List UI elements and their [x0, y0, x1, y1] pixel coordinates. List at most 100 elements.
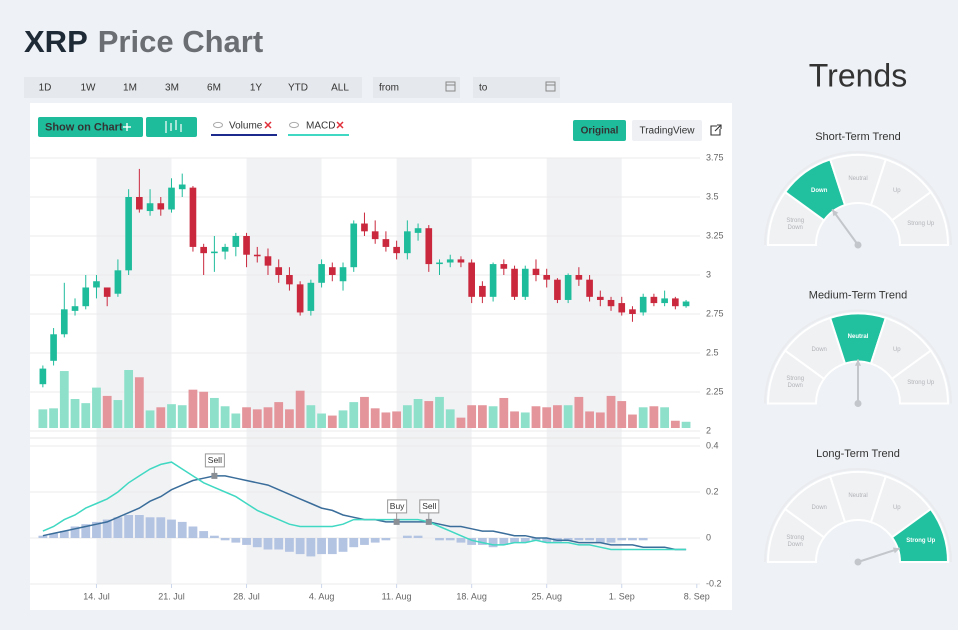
macd-histogram-bar — [156, 517, 166, 538]
show-on-chart-button[interactable] — [38, 117, 143, 137]
volume-bar — [585, 411, 594, 428]
tradingview-button[interactable] — [632, 120, 702, 141]
volume-bar — [242, 407, 251, 428]
macd-histogram-bar — [285, 538, 294, 552]
annotation-marker — [211, 472, 218, 479]
range-button[interactable]: 1D — [39, 83, 52, 94]
range-button[interactable]: YTD — [288, 83, 308, 94]
annotation-label: Buy — [390, 501, 405, 511]
macd-histogram-bar — [177, 521, 187, 538]
y-tick-label: 2.5 — [706, 347, 719, 357]
x-tick-label: 1. Sep — [609, 591, 635, 601]
candle-body — [446, 259, 454, 263]
view-label: Original — [581, 126, 619, 137]
candle-body — [457, 259, 465, 263]
y-tick-label: 3.25 — [706, 230, 724, 240]
candle-body — [178, 184, 186, 190]
gauge-label-box: Strong Down — [786, 376, 804, 389]
volume-bar — [59, 371, 69, 428]
remove-icon[interactable] — [336, 121, 344, 129]
volume-bar — [370, 408, 380, 428]
volume-bar — [285, 409, 294, 428]
view-label: TradingView — [639, 126, 695, 137]
to-input[interactable] — [473, 77, 560, 98]
volume-bar — [553, 405, 562, 428]
macd-histogram-bar — [317, 538, 326, 555]
annotation-box — [204, 453, 225, 468]
candle-body — [82, 287, 90, 307]
macd-histogram-bar — [531, 538, 541, 541]
gauge-hub — [854, 241, 862, 249]
volume-bar — [456, 417, 466, 428]
to-placeholder: to — [479, 83, 488, 94]
candle-body — [275, 267, 283, 275]
macd-histogram-bar — [638, 538, 648, 541]
original-button[interactable] — [573, 120, 626, 141]
y-tick-label: 3.75 — [706, 152, 724, 162]
range-button[interactable]: 6M — [207, 83, 221, 94]
candle-body — [189, 187, 197, 247]
gauge-label: Down — [811, 188, 828, 195]
volume-bar — [670, 420, 680, 428]
candle-body — [639, 296, 647, 313]
candle-body — [661, 298, 668, 304]
range-button[interactable]: ALL — [331, 83, 349, 94]
candle-body — [629, 309, 636, 314]
range-button[interactable]: 1W — [81, 83, 97, 94]
title: Price Chart — [98, 24, 263, 59]
volume-bar — [317, 413, 326, 428]
from-input[interactable] — [373, 77, 460, 98]
candle-body — [436, 262, 443, 265]
gauge-label-box: Strong Up — [906, 538, 936, 545]
candle-body — [521, 268, 529, 297]
macd-histogram-bar — [252, 538, 262, 548]
macd-histogram-bar — [585, 538, 594, 541]
x-tick-label: 14. Jul — [83, 591, 110, 601]
calendar-icon — [445, 81, 456, 92]
volume-bar — [488, 406, 498, 428]
range-button[interactable]: 1M — [123, 83, 137, 94]
candle-body — [211, 251, 218, 254]
range-button[interactable]: 3M — [165, 83, 179, 94]
macd-legend[interactable]: MACD — [288, 121, 349, 136]
gauge-hub — [854, 400, 862, 407]
macd-line — [42, 461, 687, 551]
x-tick-label: 25. Aug — [531, 591, 562, 601]
macd-histogram-bar — [306, 538, 316, 557]
x-tick-label: 4. Aug — [309, 591, 335, 601]
volume-bar — [134, 377, 144, 428]
candle-body — [232, 236, 240, 247]
gauge-label: Up — [892, 188, 901, 195]
gauge-label: Strong Up — [906, 538, 936, 545]
volume-bar — [413, 399, 423, 428]
y-tick-label: 0.4 — [706, 440, 719, 450]
volume-bar — [49, 408, 58, 428]
range-button[interactable]: 1Y — [250, 83, 263, 94]
x-tick-label: 8. Sep — [684, 591, 710, 601]
candle-body — [586, 279, 593, 297]
expand-icon[interactable] — [710, 124, 722, 136]
volume-bar — [542, 407, 552, 428]
macd-histogram-bar — [327, 538, 337, 555]
volume-bar — [92, 387, 101, 428]
volume-bar — [510, 411, 519, 428]
macd-histogram-bar — [488, 538, 498, 548]
x-tick-label: 28. Jul — [233, 591, 260, 601]
gauge-shadow — [764, 468, 952, 563]
gauge-label-box: Neutral — [848, 493, 867, 499]
gauge-needle-head — [892, 547, 900, 554]
macd-histogram-bar — [542, 538, 552, 543]
gauge-segment — [890, 507, 950, 563]
volume-bar — [188, 389, 198, 428]
candle-body — [468, 262, 475, 297]
volume-bar — [327, 415, 337, 428]
remove-icon[interactable] — [264, 121, 272, 129]
volume-legend[interactable]: Volume — [211, 121, 277, 136]
eye-icon — [213, 121, 223, 129]
macd-histogram-bar — [628, 538, 637, 541]
symbol: XRP — [24, 24, 88, 59]
macd-histogram-bar — [563, 538, 573, 541]
gauge-label: Up — [892, 346, 901, 353]
volume-bar — [102, 395, 112, 428]
gauge-title: Short-Term Trend — [815, 131, 901, 143]
